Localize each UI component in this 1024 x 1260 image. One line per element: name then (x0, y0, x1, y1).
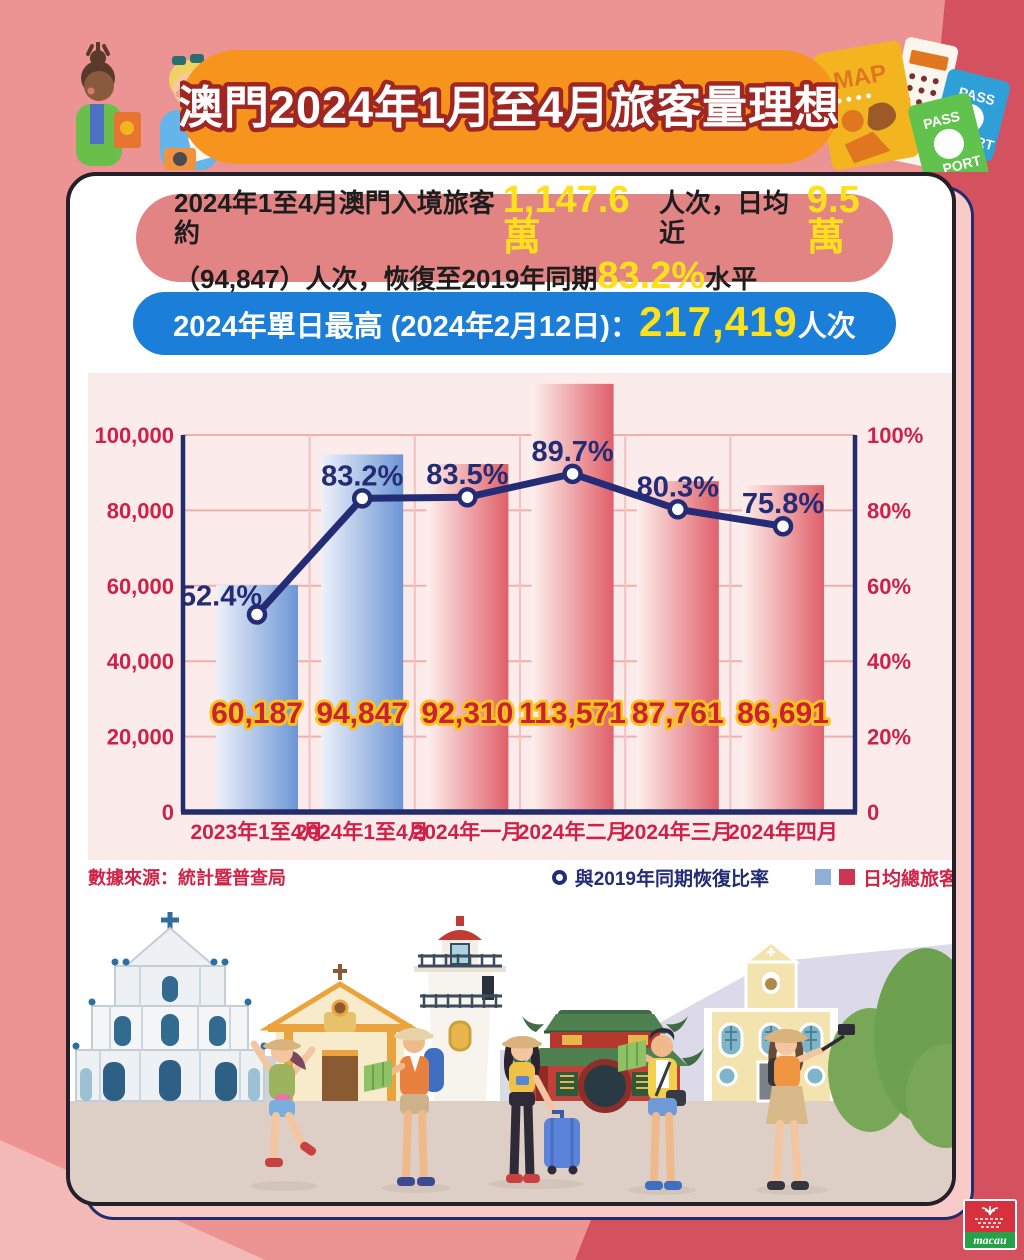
percent-label: 75.8% (742, 488, 824, 520)
bar-value-label: 94,847 (316, 697, 408, 730)
category-label: 2024年四月 (728, 820, 838, 844)
category-label: 2024年二月 (518, 820, 628, 844)
summary-text: 人次，日均近 (658, 188, 789, 248)
ruins-of-st-pauls (72, 912, 268, 1102)
logo-green-field (965, 1232, 1015, 1248)
line-marker (667, 499, 689, 520)
right-tick-label: 20% (867, 725, 911, 750)
right-tick-label: 60% (867, 574, 911, 599)
right-tick-label: 40% (867, 649, 911, 674)
recovery-line (253, 470, 787, 618)
line-marker-icon (551, 869, 567, 885)
percent-label: 83.2% (321, 460, 403, 492)
bushes (828, 948, 952, 1148)
right-tick-label: 80% (867, 498, 911, 523)
category-label: 2024年三月 (623, 820, 733, 844)
line-marker (457, 486, 478, 508)
summary-line-2: （94,847）人次，恢復至2019年同期 83.2% 水平 (174, 257, 893, 295)
daily-average-value: 9.5萬 (806, 179, 860, 259)
tourist-map-man (618, 1028, 686, 1190)
bar-4 (531, 383, 614, 812)
guia-lighthouse (414, 916, 506, 1101)
line-legend: 與2019年同期恢復比率 (551, 864, 769, 891)
summary-text: 2024年1至4月澳門入境旅客約 (174, 188, 495, 248)
summary-line-1: 2024年1至4月澳門入境旅客約 1,147.6萬 人次，日均近 9.5萬 (174, 181, 893, 257)
line-marker (246, 604, 268, 625)
left-tick-label: 80,000 (107, 498, 174, 523)
source-note: 數據來源：統計暨普查局 (88, 868, 286, 888)
line-marker (562, 463, 583, 485)
left-tick-label: 40,000 (107, 649, 174, 674)
peak-day-value: 217,419 (638, 298, 798, 345)
logo-wordmark: macau (973, 1233, 1007, 1247)
map-icon: MAP (813, 40, 919, 170)
title-banner: 澳門2024年1月至4月旅客量理想 (180, 50, 838, 164)
bar-value-label: 86,691 (737, 697, 829, 730)
bar-value-label: 87,761 (632, 697, 724, 730)
peak-day-suffix: 人次 (797, 311, 856, 343)
macau-tourism-logo: macau (963, 1199, 1017, 1250)
bar-value-label: 92,310 (422, 697, 514, 730)
percent-label: 52.4% (180, 580, 262, 612)
bar-2 (321, 454, 404, 812)
right-tick-label: 0 (867, 800, 879, 825)
tourist-jumping-woman (250, 1039, 317, 1167)
bar-legend: 日均總旅客 (814, 864, 956, 891)
bar-legend-label: 日均總旅客 (862, 868, 956, 890)
right-tick-label: 100% (867, 423, 923, 448)
tourist-child (76, 42, 141, 166)
recovery-rate-value: 83.2% (597, 255, 706, 297)
percent-label: 89.7% (531, 436, 613, 468)
legend-row: 數據來源：統計暨普查局 與2019年同期恢復比率 日均總旅客 (88, 864, 956, 891)
left-tick-label: 100,000 (94, 423, 174, 448)
left-tick-label: 60,000 (107, 574, 174, 599)
left-tick-label: 20,000 (107, 725, 174, 750)
bar-3 (426, 463, 509, 812)
chart-panel: 60,187 94,847 92,310 113,571 87,761 86,691 52.… (88, 373, 952, 860)
summary-text: （94,847）人次，恢復至2019年同期 (174, 264, 598, 294)
bar-6 (742, 485, 824, 812)
category-label: 2024年1至4月 (296, 820, 429, 844)
summary-banner: 2024年1至4月澳門入境旅客約 1,147.6萬 人次，日均近 9.5萬 （94,8… (136, 181, 893, 295)
total-visitors-value: 1,147.6萬 (502, 179, 630, 259)
blue-bar-swatch (814, 869, 831, 885)
bar-value-label: 60,187 (211, 697, 303, 730)
line-marker (772, 515, 794, 537)
logo-facade-icon (975, 1206, 1005, 1228)
red-bar-swatch (838, 869, 855, 885)
tourist-backpacker-man (364, 1028, 444, 1186)
tourist-selfie-woman (764, 1024, 855, 1190)
summary-text: 水平 (705, 264, 758, 294)
line-marker (351, 488, 373, 509)
city-illustration (70, 912, 952, 1202)
main-card: 2024年1至4月澳門入境旅客約 1,147.6萬 人次，日均近 9.5萬 （94,8… (66, 172, 956, 1206)
travel-documents-illustration: MAP PASS PORT PASS PORT (813, 37, 1010, 172)
category-label: 2023年1至4月 (190, 820, 323, 844)
bar-5 (636, 481, 719, 812)
logo-red-field (965, 1201, 1015, 1232)
page-title: 澳門2024年1月至4月旅客量理想 (180, 82, 838, 133)
category-label: 2024年一月 (413, 820, 523, 844)
visitor-chart: 60,187 94,847 92,310 113,571 87,761 86,691 52.… (94, 383, 923, 844)
percent-label: 83.5% (426, 459, 508, 491)
tourist-suitcase-woman (502, 1036, 580, 1183)
percent-label: 80.3% (637, 471, 719, 503)
peak-day-banner: 2024年單日最高 (2024年2月12日)： 217,419 人次 (133, 292, 896, 355)
left-tick-label: 0 (162, 800, 174, 825)
line-legend-label: 與2019年同期恢復比率 (574, 868, 769, 890)
bar-value-label: 113,571 (519, 697, 626, 730)
passport-green-icon: PASS PORT (908, 92, 989, 172)
peak-day-prefix: 2024年單日最高 (2024年2月12日)： (173, 311, 639, 343)
